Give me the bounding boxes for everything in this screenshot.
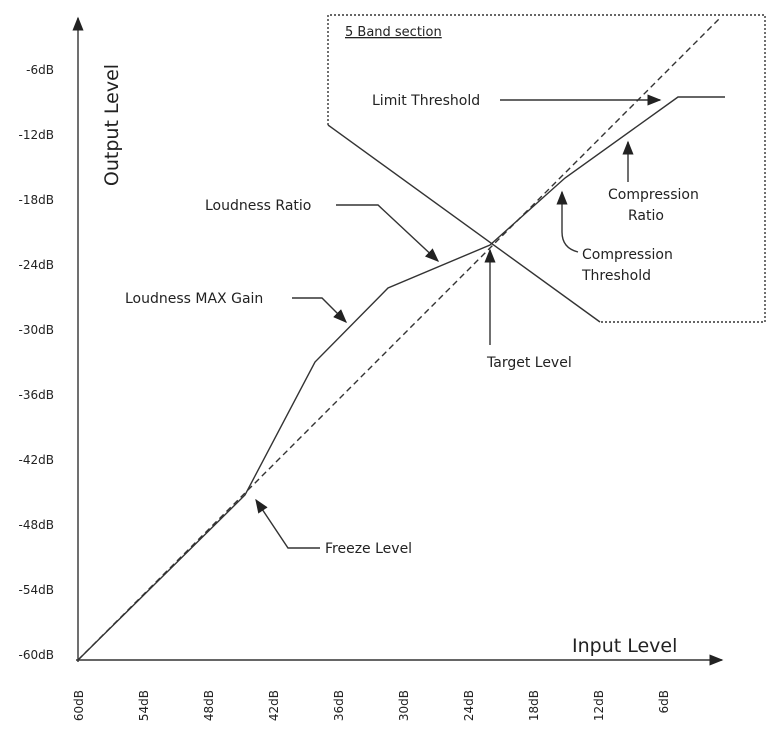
y-tick-label: -36dB [19,388,54,402]
y-tick-label: -18dB [19,193,54,207]
y-tick-label: -6dB [26,63,54,77]
y-axis-label: Output Level [101,64,123,186]
x-tick-label: 6dB [657,690,671,713]
annotation: Threshold [581,268,651,284]
y-tick-label: -48dB [19,518,54,532]
annotation: Limit Threshold [372,93,480,109]
section-box [327,14,766,323]
y-tick-label: -54dB [19,583,54,597]
annotation: Compression [608,187,699,203]
x-tick-label: 24dB [462,690,476,721]
y-tick-label: -24dB [19,258,54,272]
arrow [292,297,347,323]
x-tick-label: 18dB [527,690,541,721]
x-tick-label: 54dB [137,690,151,721]
annotation: Loudness Ratio [205,198,311,214]
section-title: 5 Band section [345,25,442,40]
x-tick-label: 42dB [267,690,281,721]
x-tick-label: 30dB [397,690,411,721]
arrow [556,190,579,253]
transfer-curve [77,96,725,661]
y-tick-label: -12dB [19,128,54,142]
x-tick-label: 48dB [202,690,216,721]
y-tick-label: -60dB [19,648,54,662]
x-tick-label: 12dB [592,690,606,721]
annotation: Ratio [628,208,664,224]
section-edge [327,124,601,323]
annotation: Freeze Level [325,541,412,557]
arrow [255,498,320,549]
y-tick-label: -42dB [19,453,54,467]
unity-line [77,17,721,661]
y-tick-label: -30dB [19,323,54,337]
annotation: Loudness MAX Gain [125,291,263,307]
x-tick-label: 60dB [72,690,86,721]
x-axis-label: Input Level [572,635,677,657]
arrow [336,204,440,262]
annotation: Compression [582,247,673,263]
annotation: Target Level [486,355,572,371]
x-tick-label: 36dB [332,690,346,721]
